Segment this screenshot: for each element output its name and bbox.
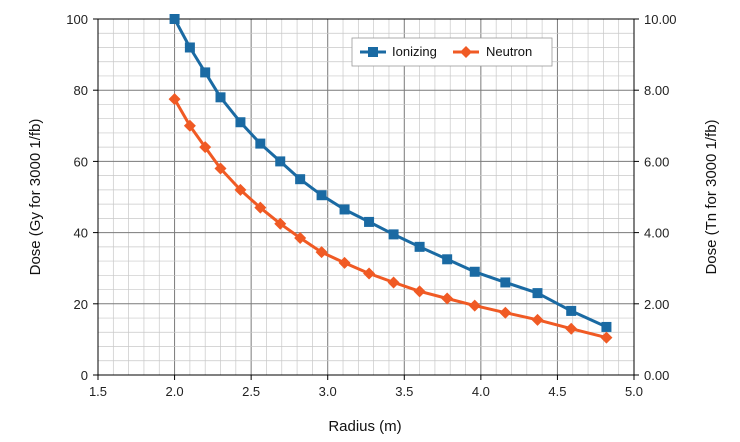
data-point-ionizing bbox=[184, 42, 195, 53]
right-y-axis-title: Dose (Tn for 3000 1/fb) bbox=[703, 119, 720, 274]
data-point-neutron bbox=[274, 217, 287, 230]
data-point-ionizing bbox=[469, 266, 480, 277]
left-y-tick-label: 60 bbox=[74, 154, 88, 169]
data-point-ionizing bbox=[339, 204, 350, 215]
data-point-ionizing bbox=[601, 321, 612, 332]
data-point-neutron bbox=[499, 306, 512, 319]
left-y-tick-label: 0 bbox=[81, 368, 88, 383]
data-point-ionizing bbox=[215, 92, 226, 103]
data-point-neutron bbox=[254, 201, 267, 214]
left-y-tick-label: 20 bbox=[74, 297, 88, 312]
legend-neutron-label: Neutron bbox=[486, 44, 532, 59]
right-y-tick-label: 0.00 bbox=[644, 368, 669, 383]
data-point-neutron bbox=[234, 183, 247, 196]
data-point-neutron bbox=[441, 292, 454, 305]
data-point-ionizing bbox=[414, 241, 425, 252]
x-tick-label: 2.5 bbox=[242, 384, 260, 399]
right-y-tick-label: 4.00 bbox=[644, 226, 669, 241]
x-tick-label: 3.0 bbox=[319, 384, 337, 399]
left-y-axis-title: Dose (Gy for 3000 1/fb) bbox=[27, 119, 44, 276]
left-y-tick-label: 80 bbox=[74, 83, 88, 98]
data-point-ionizing bbox=[566, 305, 577, 316]
data-point-ionizing bbox=[200, 67, 211, 78]
data-point-neutron bbox=[199, 141, 212, 154]
left-y-tick-label: 100 bbox=[66, 12, 88, 27]
data-point-neutron bbox=[315, 246, 328, 259]
data-point-ionizing bbox=[364, 216, 375, 227]
x-axis-title: Radius (m) bbox=[328, 418, 401, 435]
right-y-axis-ticks: 0.00 2.00 4.00 6.00 8.00 10.00 bbox=[634, 12, 677, 383]
data-point-ionizing bbox=[532, 288, 543, 299]
x-tick-label: 4.0 bbox=[472, 384, 490, 399]
left-y-tick-label: 40 bbox=[74, 226, 88, 241]
legend: Ionizing Neutron bbox=[351, 37, 553, 67]
right-y-tick-label: 10.00 bbox=[644, 12, 677, 27]
right-y-tick-label: 6.00 bbox=[644, 154, 669, 169]
data-point-neutron bbox=[413, 285, 426, 298]
data-point-neutron bbox=[183, 119, 196, 132]
data-point-neutron bbox=[468, 299, 481, 312]
plot-frame bbox=[97, 18, 635, 376]
x-tick-label: 3.5 bbox=[395, 384, 413, 399]
data-point-neutron bbox=[600, 331, 613, 344]
data-point-ionizing bbox=[255, 138, 266, 149]
left-y-axis-ticks: 0 20 40 60 80 100 bbox=[66, 12, 98, 383]
data-point-neutron bbox=[531, 313, 544, 326]
right-y-tick-label: 8.00 bbox=[644, 83, 669, 98]
data-point-ionizing bbox=[295, 174, 306, 185]
data-point-ionizing bbox=[442, 254, 453, 265]
data-point-neutron bbox=[168, 93, 181, 106]
data-point-ionizing bbox=[235, 117, 246, 128]
legend-ionizing-label: Ionizing bbox=[392, 44, 437, 59]
data-point-neutron bbox=[294, 231, 307, 244]
data-point-ionizing bbox=[388, 229, 399, 240]
legend-ionizing-marker bbox=[368, 47, 378, 57]
data-point-ionizing bbox=[500, 277, 511, 288]
data-point-neutron bbox=[565, 322, 578, 335]
legend-neutron-marker bbox=[460, 46, 472, 58]
x-axis-ticks: 1.5 2.0 2.5 3.0 3.5 4.0 4.5 5.0 bbox=[89, 375, 643, 399]
series-layer bbox=[168, 14, 613, 344]
data-point-neutron bbox=[387, 276, 400, 289]
x-tick-label: 1.5 bbox=[89, 384, 107, 399]
data-point-neutron bbox=[338, 256, 351, 269]
x-tick-label: 2.0 bbox=[166, 384, 184, 399]
x-tick-label: 5.0 bbox=[625, 384, 643, 399]
data-point-ionizing bbox=[169, 14, 180, 24]
data-point-ionizing bbox=[316, 190, 327, 201]
data-point-neutron bbox=[214, 162, 227, 175]
right-y-tick-label: 2.00 bbox=[644, 297, 669, 312]
data-point-ionizing bbox=[275, 156, 286, 167]
x-tick-label: 4.5 bbox=[548, 384, 566, 399]
data-point-neutron bbox=[363, 267, 376, 280]
